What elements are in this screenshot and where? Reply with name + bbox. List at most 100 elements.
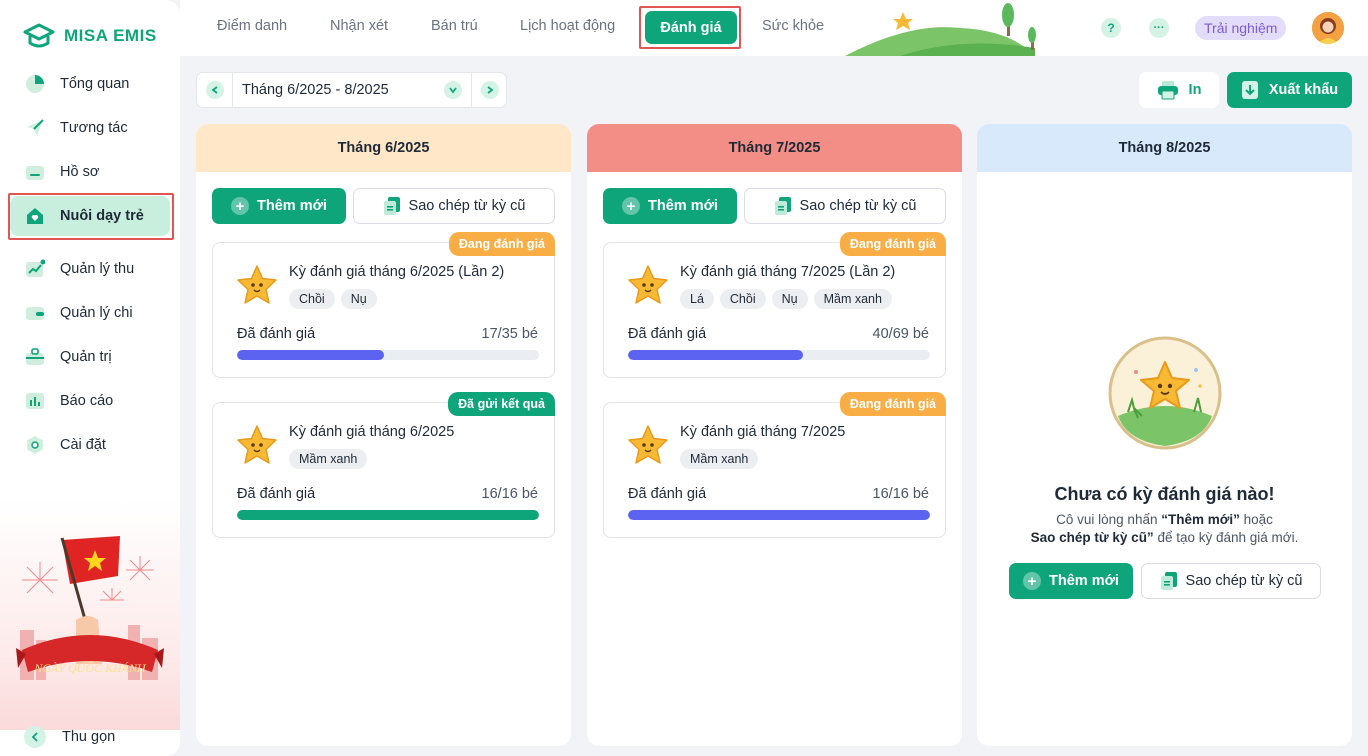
next-period-button[interactable] bbox=[481, 81, 499, 99]
evaluation-card[interactable]: Đang đánh giá Kỳ đánh giá tháng 7/2025 (… bbox=[603, 232, 946, 378]
evaluation-card[interactable]: Đã gửi kết quả Kỳ đánh giá tháng 6/2025 … bbox=[212, 392, 555, 538]
progress-count: 17/35 bé bbox=[481, 326, 538, 342]
pie-chart-icon bbox=[24, 73, 46, 95]
class-tags: Mầm xanh bbox=[680, 449, 759, 469]
progress-count: 40/69 bé bbox=[872, 326, 929, 342]
print-label: In bbox=[1188, 82, 1202, 98]
progress-label: Đã đánh giá bbox=[237, 326, 316, 342]
logo-icon bbox=[23, 23, 55, 48]
national-day-illustration: NGÀY QUỐC KHÁNH bbox=[16, 536, 164, 680]
chevron-down-icon[interactable] bbox=[444, 81, 462, 99]
progress-count: 16/16 bé bbox=[481, 486, 538, 502]
hint-bold: Sao chép từ kỳ cũ” bbox=[1030, 530, 1154, 545]
download-file-icon bbox=[1241, 81, 1258, 99]
tab-health[interactable]: Sức khỏe bbox=[762, 18, 825, 34]
progress-count: 16/16 bé bbox=[872, 486, 929, 502]
star-mascot-icon bbox=[628, 425, 668, 464]
sidebar-item-expense[interactable]: Quản lý chi bbox=[10, 293, 170, 333]
tab-attendance[interactable]: Điểm danh bbox=[217, 18, 288, 34]
bar-chart-icon bbox=[24, 390, 46, 412]
help-button[interactable]: ? bbox=[1101, 18, 1121, 38]
evaluation-card[interactable]: Đang đánh giá Kỳ đánh giá tháng 7/2025 M… bbox=[603, 392, 946, 538]
star-mascot-icon bbox=[237, 265, 277, 304]
printer-icon bbox=[1157, 81, 1178, 100]
add-evaluation-button[interactable]: + Thêm mới bbox=[1009, 563, 1133, 599]
progress-label: Đã đánh giá bbox=[237, 486, 316, 502]
card-title: Kỳ đánh giá tháng 6/2025 (Lần 2) bbox=[289, 264, 505, 280]
paper-plane-icon bbox=[24, 117, 46, 139]
card-title: Kỳ đánh giá tháng 7/2025 (Lần 2) bbox=[680, 264, 896, 280]
sidebar: MISA EMIS Tổng quan Tương tác Hồ sơ Nuôi… bbox=[0, 0, 180, 756]
print-button[interactable]: In bbox=[1139, 72, 1219, 108]
sidebar-item-overview[interactable]: Tổng quan bbox=[10, 64, 170, 104]
top-bar: Điểm danh Nhận xét Bán trú Lịch hoạt độn… bbox=[180, 0, 1368, 56]
progress-fill bbox=[628, 510, 930, 520]
add-label: Thêm mới bbox=[257, 198, 327, 214]
hint-bold: “Thêm mới” bbox=[1161, 512, 1240, 527]
progress-label: Đã đánh giá bbox=[628, 326, 707, 342]
add-evaluation-button[interactable]: + Thêm mới bbox=[212, 188, 346, 224]
national-day-banner: NGÀY QUỐC KHÁNH bbox=[0, 500, 180, 730]
plus-icon: + bbox=[1023, 572, 1042, 590]
tab-evaluation[interactable]: Đánh giá bbox=[645, 11, 737, 44]
tab-comments[interactable]: Nhận xét bbox=[330, 18, 389, 34]
month-header: Tháng 8/2025 bbox=[977, 124, 1352, 172]
hint-text: hoặc bbox=[1239, 512, 1273, 527]
month-column-july: Tháng 7/2025 + Thêm mới Sao chép từ kỳ c… bbox=[587, 124, 962, 746]
evaluation-card[interactable]: Đang đánh giá Kỳ đánh giá tháng 6/2025 (… bbox=[212, 232, 555, 378]
app-logo[interactable]: MISA EMIS bbox=[22, 22, 157, 50]
month-column-august: Tháng 8/2025 Chưa có kỳ đánh giá nào! Cô… bbox=[977, 124, 1352, 746]
more-button[interactable]: ··· bbox=[1149, 18, 1169, 38]
sidebar-item-nurturing[interactable]: Nuôi dạy trẻ bbox=[10, 196, 170, 236]
avatar[interactable] bbox=[1312, 12, 1344, 44]
copy-label: Sao chép từ kỳ cũ bbox=[408, 198, 526, 214]
empty-state-hint-line2: Sao chép từ kỳ cũ” để tạo kỳ đánh giá mớ… bbox=[977, 530, 1352, 545]
star-mascot-icon bbox=[237, 425, 277, 464]
progress-fill bbox=[237, 510, 539, 520]
sidebar-item-revenue[interactable]: Quản lý thu bbox=[10, 249, 170, 289]
class-tag: Mầm xanh bbox=[813, 289, 892, 309]
progress-bar bbox=[237, 510, 539, 520]
period-selector[interactable]: Tháng 6/2025 - 8/2025 bbox=[196, 72, 507, 108]
month-column-june: Tháng 6/2025 + Thêm mới Sao chép từ kỳ c… bbox=[196, 124, 571, 746]
plus-icon: + bbox=[231, 197, 250, 215]
progress-bar bbox=[628, 510, 930, 520]
sidebar-item-label: Quản lý chi bbox=[60, 305, 133, 321]
progress-bar bbox=[237, 350, 539, 360]
sidebar-item-settings[interactable]: Cài đặt bbox=[10, 425, 170, 465]
progress-label: Đã đánh giá bbox=[628, 486, 707, 502]
tab-boarding[interactable]: Bán trú bbox=[431, 18, 478, 34]
highlight-box-sidebar bbox=[8, 193, 174, 240]
copy-document-icon bbox=[383, 197, 400, 215]
plus-icon: + bbox=[622, 197, 641, 215]
period-value: Tháng 6/2025 - 8/2025 bbox=[242, 82, 389, 98]
status-badge: Đang đánh giá bbox=[839, 392, 946, 416]
house-heart-icon bbox=[24, 205, 46, 227]
collapse-label: Thu gọn bbox=[62, 729, 116, 745]
copy-previous-button[interactable]: Sao chép từ kỳ cũ bbox=[353, 188, 555, 224]
briefcase-icon bbox=[24, 346, 46, 368]
collapse-sidebar-button[interactable]: Thu gọn bbox=[24, 726, 115, 748]
class-tag: Lá bbox=[680, 289, 714, 309]
add-evaluation-button[interactable]: + Thêm mới bbox=[603, 188, 737, 224]
copy-previous-button[interactable]: Sao chép từ kỳ cũ bbox=[1141, 563, 1321, 599]
sidebar-item-admin[interactable]: Quản trị bbox=[10, 337, 170, 377]
copy-previous-button[interactable]: Sao chép từ kỳ cũ bbox=[744, 188, 946, 224]
sidebar-item-label: Báo cáo bbox=[60, 393, 114, 409]
previous-period-button[interactable] bbox=[206, 81, 224, 99]
status-badge: Đã gửi kết quả bbox=[448, 392, 555, 416]
class-tags: Lá Chồi Nụ Mầm xanh bbox=[680, 289, 892, 309]
copy-label: Sao chép từ kỳ cũ bbox=[1185, 573, 1303, 589]
hint-text: để tạo kỳ đánh giá mới. bbox=[1153, 530, 1299, 545]
progress-fill bbox=[237, 350, 384, 360]
sidebar-item-reports[interactable]: Báo cáo bbox=[10, 381, 170, 421]
sidebar-item-profile[interactable]: Hồ sơ bbox=[10, 152, 170, 192]
month-header: Tháng 7/2025 bbox=[587, 124, 962, 172]
tab-activity-schedule[interactable]: Lịch hoạt động bbox=[520, 18, 616, 34]
sidebar-item-label: Tổng quan bbox=[60, 76, 130, 92]
sidebar-item-interaction[interactable]: Tương tác bbox=[10, 108, 170, 148]
hint-text: Cô vui lòng nhấn bbox=[1056, 512, 1162, 527]
trial-button[interactable]: Trải nghiệm bbox=[1195, 16, 1287, 40]
export-button[interactable]: Xuất khẩu bbox=[1227, 72, 1352, 108]
class-tag: Nụ bbox=[340, 289, 377, 309]
